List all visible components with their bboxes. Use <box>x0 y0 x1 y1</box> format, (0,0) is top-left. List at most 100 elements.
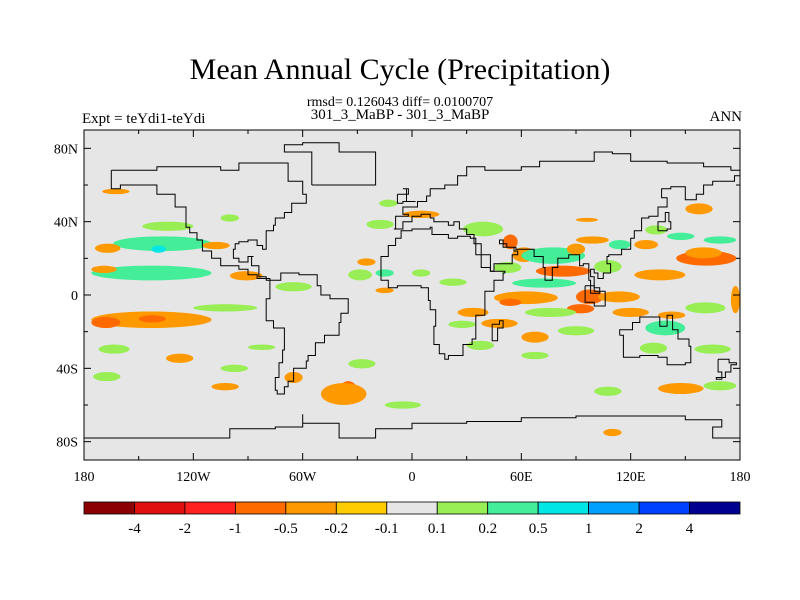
anomaly-region <box>703 236 737 244</box>
coastline <box>584 285 606 307</box>
colorbar-swatch <box>234 501 287 515</box>
anomaly-region <box>494 262 522 273</box>
anomaly-region <box>557 326 595 336</box>
anomaly-region <box>658 383 704 394</box>
colorbar-swatch <box>588 501 640 515</box>
coastline <box>380 226 506 360</box>
colorbar-label: -0.2 <box>324 521 348 537</box>
coastline <box>715 358 737 380</box>
coastline <box>265 272 349 395</box>
anomaly-region <box>320 383 367 405</box>
anomaly-region <box>98 344 130 354</box>
colorbar-label: -2 <box>179 521 192 537</box>
anomaly-layer <box>91 188 740 437</box>
coastline <box>396 188 416 204</box>
colorbar-swatch <box>487 501 539 515</box>
anomaly-region <box>220 214 239 222</box>
axis-layer: 180 120W 60W 0 60E 120E 180 80N 40N 0 40S 80S <box>54 130 751 485</box>
x-tick-label: 120W <box>176 470 211 485</box>
anomaly-region <box>151 245 166 253</box>
anomaly-region <box>685 203 713 215</box>
anomaly-region <box>113 236 212 252</box>
anomaly-region <box>211 383 239 391</box>
anomaly-region <box>91 317 121 328</box>
x-tick-label: 180 <box>74 470 95 485</box>
anomaly-region <box>521 351 549 360</box>
anomaly-region <box>634 269 686 281</box>
colorbar-swatch <box>285 501 337 515</box>
anomaly-region <box>603 428 622 437</box>
anomaly-region <box>93 372 121 382</box>
anomaly-region <box>348 269 372 281</box>
anomaly-region <box>466 340 495 350</box>
coastline <box>393 151 741 294</box>
anomaly-region <box>594 386 622 396</box>
experiment-label: Expt = teYdi1-teYdi <box>82 111 206 127</box>
anomaly-region <box>524 307 576 317</box>
anomaly-region <box>634 240 659 250</box>
anomaly-region <box>448 320 476 329</box>
anomaly-region <box>94 243 121 253</box>
anomaly-region <box>535 265 591 277</box>
colorbar-swatch <box>436 501 489 515</box>
anomaly-region <box>608 240 631 250</box>
anomaly-region <box>612 307 649 317</box>
anomaly-region <box>576 236 609 244</box>
colorbar-swatch <box>335 501 388 515</box>
anomaly-region <box>512 278 576 288</box>
x-tick-label: 180 <box>730 470 751 485</box>
anomaly-region <box>667 232 695 240</box>
anomaly-region <box>685 247 722 259</box>
anomaly-region <box>166 353 194 363</box>
stats-text: rmsd= 0.126043 diff= 0.0100707 <box>306 95 494 110</box>
colorbar-label: 0.2 <box>478 521 497 537</box>
anomaly-region <box>379 199 398 207</box>
anomaly-region <box>594 260 622 274</box>
chart-subtitle: 301_3_MaBP - 301_3_MaBP <box>310 107 490 123</box>
anomaly-region <box>412 269 431 277</box>
colorbar-swatch <box>689 501 741 515</box>
colorbar-label: 4 <box>686 521 694 537</box>
coastline <box>657 212 672 232</box>
anomaly-region <box>348 359 376 369</box>
anomaly-region <box>645 320 686 336</box>
anomaly-region <box>202 241 230 250</box>
colorbar-label: 1 <box>585 521 593 537</box>
anomaly-region <box>521 331 549 343</box>
anomaly-region <box>576 217 598 222</box>
x-tick-label: 60E <box>510 470 533 485</box>
anomaly-region <box>384 401 422 409</box>
colorbar-swatch <box>638 501 690 515</box>
land-outline-layer <box>84 142 741 439</box>
colorbar-label: -4 <box>128 521 141 537</box>
colorbar-label: 2 <box>635 521 643 537</box>
y-tick-label: 40N <box>54 216 78 231</box>
y-tick-label: 0 <box>71 289 78 304</box>
anomaly-region <box>499 298 522 307</box>
anomaly-region <box>366 219 394 230</box>
anomaly-region <box>91 265 212 281</box>
colorbar-label: -1 <box>229 521 242 537</box>
plot-background <box>84 130 740 460</box>
colorbar-swatch <box>537 501 590 515</box>
colorbar-swatch <box>83 501 135 515</box>
x-tick-label: 60W <box>289 470 317 485</box>
colorbar-swatch <box>184 501 236 515</box>
anomaly-region <box>730 285 740 314</box>
anomaly-region <box>639 342 668 354</box>
anomaly-region <box>597 291 640 303</box>
colorbar-label: -0.5 <box>274 521 298 537</box>
colorbar: -4 -2 -1 -0.5 -0.2 -0.1 0.1 0.2 0.5 1 2 4 <box>83 501 741 537</box>
coastline <box>110 162 307 281</box>
colorbar-label: -0.1 <box>375 521 399 537</box>
anomaly-region <box>138 315 166 323</box>
colorbar-label: 0.1 <box>428 521 447 537</box>
anomaly-region <box>247 344 276 350</box>
anomaly-region <box>645 225 668 235</box>
anomaly-region <box>220 364 248 373</box>
anomaly-region <box>229 271 263 281</box>
anomaly-region <box>463 221 504 237</box>
anomaly-region <box>275 282 312 292</box>
anomaly-region <box>142 221 194 231</box>
